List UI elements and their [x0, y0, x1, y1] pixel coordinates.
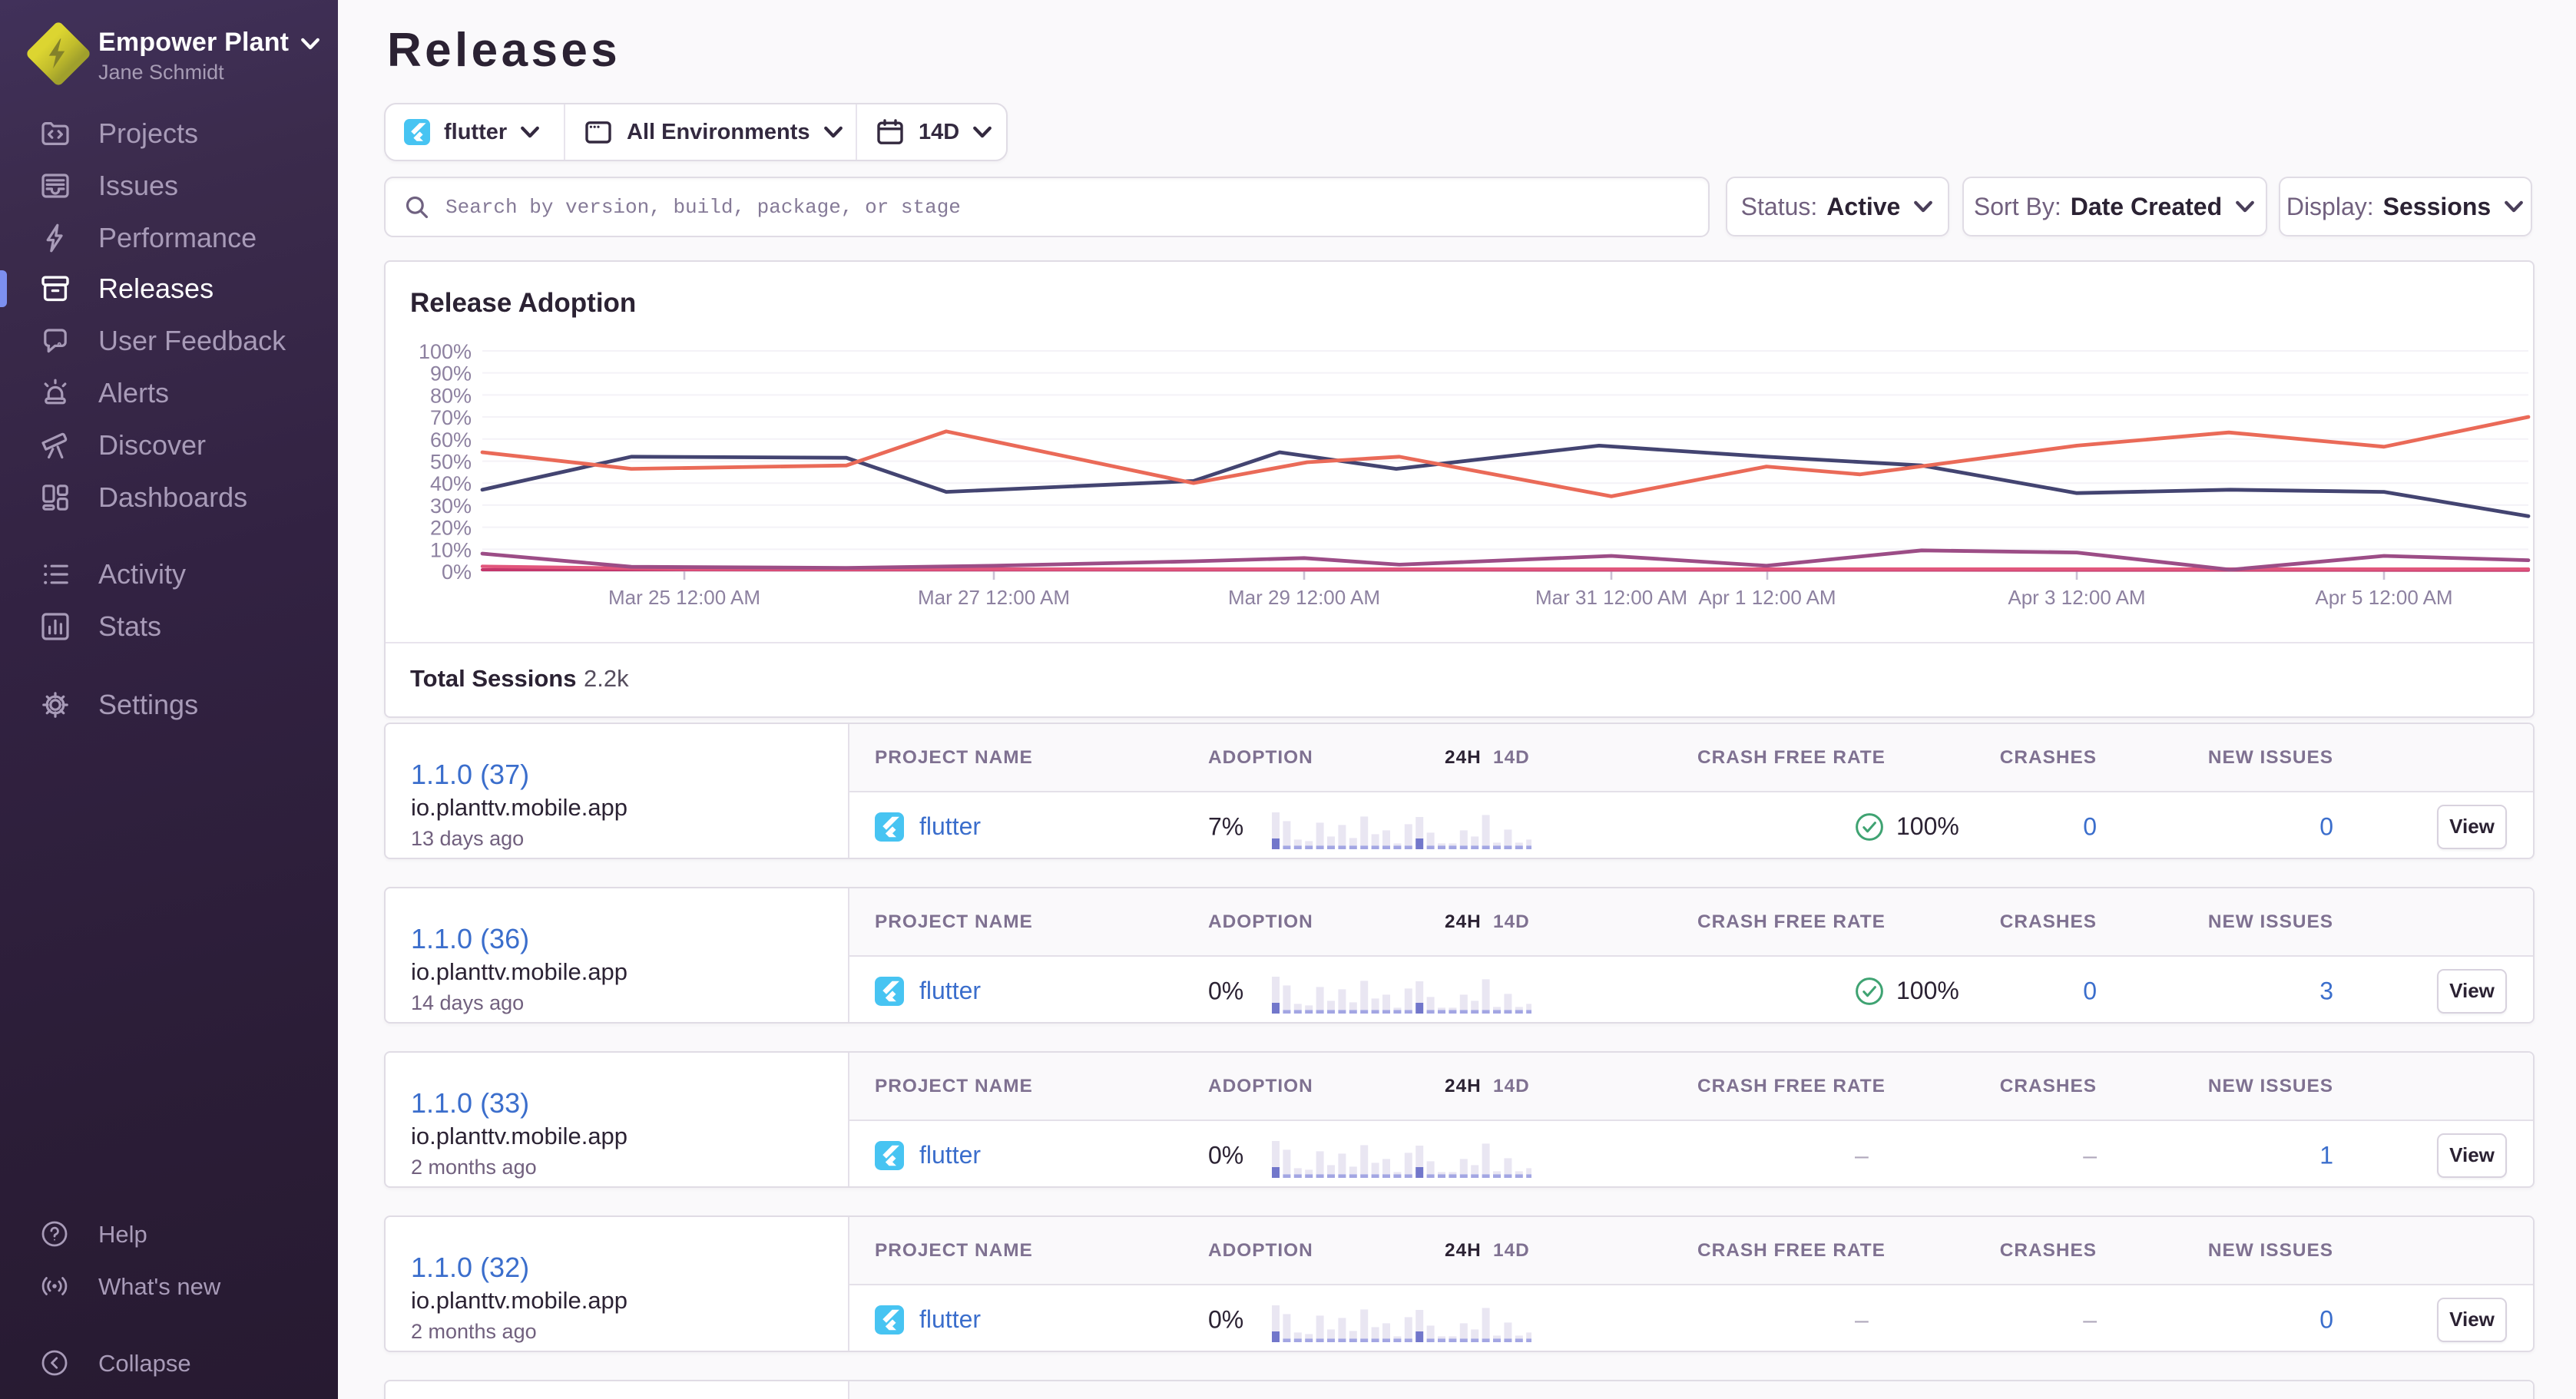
svg-text:Mar 27 12:00 AM: Mar 27 12:00 AM — [918, 586, 1070, 609]
svg-text:70%: 70% — [430, 406, 472, 429]
svg-text:40%: 40% — [430, 472, 472, 495]
svg-text:Mar 25 12:00 AM: Mar 25 12:00 AM — [608, 586, 760, 609]
svg-text:30%: 30% — [430, 494, 472, 518]
svg-text:80%: 80% — [430, 384, 472, 407]
svg-text:Apr 5 12:00 AM: Apr 5 12:00 AM — [2315, 586, 2452, 609]
svg-text:Mar 31 12:00 AM: Mar 31 12:00 AM — [1535, 586, 1687, 609]
svg-text:0%: 0% — [442, 561, 472, 584]
svg-text:Apr 1 12:00 AM: Apr 1 12:00 AM — [1698, 586, 1836, 609]
svg-text:60%: 60% — [430, 428, 472, 451]
svg-text:20%: 20% — [430, 517, 472, 540]
svg-text:Mar 29 12:00 AM: Mar 29 12:00 AM — [1228, 586, 1380, 609]
svg-text:90%: 90% — [430, 362, 472, 385]
svg-text:50%: 50% — [430, 451, 472, 474]
svg-text:100%: 100% — [419, 340, 472, 363]
svg-text:Apr 3 12:00 AM: Apr 3 12:00 AM — [2008, 586, 2145, 609]
svg-text:10%: 10% — [430, 538, 472, 561]
